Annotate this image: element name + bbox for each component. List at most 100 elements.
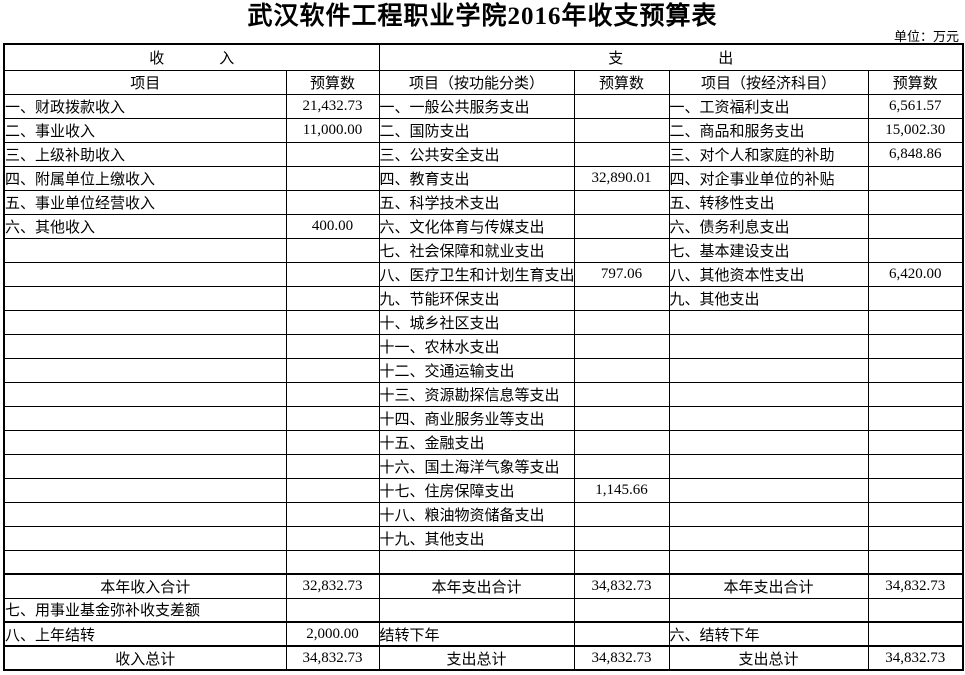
page-title: 武汉软件工程职业学院2016年收支预算表 xyxy=(247,3,718,30)
economic-amount-cell xyxy=(867,285,964,311)
table-row: 本年收入合计 32,832.73 本年支出合计 34,832.73 本年支出合计 34,8… xyxy=(3,573,964,599)
income-amount-cell: 400.00 xyxy=(285,213,380,239)
income-item-cell xyxy=(3,261,287,287)
function-amount-cell xyxy=(573,621,670,647)
income-amount-cell xyxy=(285,237,380,263)
function-amount-cell xyxy=(573,429,670,455)
income-item-cell xyxy=(3,477,287,503)
table-row: 九、节能环保支出 九、其他支出 xyxy=(3,285,964,311)
function-amount-cell xyxy=(573,237,670,263)
income-amount-cell xyxy=(285,357,380,383)
column-header-row: 项目 预算数 项目（按功能分类） 预算数 项目（按经济科目） 预算数 xyxy=(3,69,964,95)
table-row: 十一、农林水支出 xyxy=(3,333,964,359)
table-row: 二、事业收入 11,000.00 二、国防支出 二、商品和服务支出 15,002.30 xyxy=(3,117,964,143)
economic-item-cell: 六、债务利息支出 xyxy=(668,213,869,239)
economic-amount-cell xyxy=(867,501,964,527)
function-amount-cell xyxy=(573,381,670,407)
table-row: 六、其他收入 400.00 六、文化体育与传媒支出 六、债务利息支出 xyxy=(3,213,964,239)
function-amount-cell: 34,832.73 xyxy=(573,573,670,599)
economic-amount-cell xyxy=(867,525,964,551)
income-amount-cell xyxy=(285,405,380,431)
income-item-cell xyxy=(3,309,287,335)
economic-amount-cell xyxy=(867,621,964,647)
economic-amount-cell xyxy=(867,429,964,455)
function-amount-cell xyxy=(573,309,670,335)
income-amount-cell: 21,432.73 xyxy=(285,93,380,119)
income-item-cell: 七、用事业基金弥补收支差额 xyxy=(3,597,287,623)
function-amount-cell xyxy=(573,93,670,119)
function-amount-cell xyxy=(573,117,670,143)
economic-amount-cell xyxy=(867,597,964,623)
table-row: 十二、交通运输支出 xyxy=(3,357,964,383)
function-item-cell: 二、国防支出 xyxy=(378,117,575,143)
income-item-cell xyxy=(3,525,287,551)
income-amount-cell: 11,000.00 xyxy=(285,117,380,143)
function-item-cell: 六、文化体育与传媒支出 xyxy=(378,213,575,239)
economic-item-cell: 六、结转下年 xyxy=(668,621,869,647)
table-row: 十九、其他支出 xyxy=(3,525,964,551)
income-item-cell xyxy=(3,333,287,359)
economic-amount-cell xyxy=(867,213,964,239)
table-row: 十四、商业服务业等支出 xyxy=(3,405,964,431)
function-item-cell: 九、节能环保支出 xyxy=(378,285,575,311)
function-item-cell: 十六、国土海洋气象等支出 xyxy=(378,453,575,479)
economic-amount-cell: 6,848.86 xyxy=(867,141,964,167)
economic-item-cell xyxy=(668,429,869,455)
function-item-cell: 十五、金融支出 xyxy=(378,429,575,455)
income-item-cell: 一、财政拨款收入 xyxy=(3,93,287,119)
table-row: 十七、住房保障支出 1,145.66 xyxy=(3,477,964,503)
income-item-cell xyxy=(3,357,287,383)
column-header-function-amount: 预算数 xyxy=(573,69,670,95)
income-amount-cell xyxy=(285,333,380,359)
table-row: 十八、粮油物资储备支出 xyxy=(3,501,964,527)
table-body: 一、财政拨款收入 21,432.73 一、一般公共服务支出 一、工资福利支出 6,561… xyxy=(3,93,964,671)
function-amount-cell: 34,832.73 xyxy=(573,645,670,671)
economic-amount-cell: 15,002.30 xyxy=(867,117,964,143)
column-header-income-item: 项目 xyxy=(3,69,287,95)
income-amount-cell xyxy=(285,141,380,167)
income-amount-cell xyxy=(285,453,380,479)
economic-amount-cell xyxy=(867,405,964,431)
income-item-cell: 本年收入合计 xyxy=(3,573,287,599)
income-amount-cell xyxy=(285,501,380,527)
economic-item-cell xyxy=(668,453,869,479)
income-item-cell xyxy=(3,405,287,431)
economic-item-cell xyxy=(668,405,869,431)
function-amount-cell xyxy=(573,525,670,551)
income-amount-cell xyxy=(285,189,380,215)
economic-amount-cell xyxy=(867,453,964,479)
function-amount-cell xyxy=(573,597,670,623)
function-amount-cell xyxy=(573,189,670,215)
income-item-cell: 八、上年结转 xyxy=(3,621,287,647)
budget-table: 收入 支出 项目 预算数 项目（按功能分类） 预算数 项目（按经济科目） 预算数… xyxy=(3,43,965,671)
function-item-cell: 结转下年 xyxy=(378,621,575,647)
economic-amount-cell xyxy=(867,357,964,383)
income-item-cell: 三、上级补助收入 xyxy=(3,141,287,167)
function-amount-cell xyxy=(573,549,670,575)
income-item-cell: 二、事业收入 xyxy=(3,117,287,143)
economic-item-cell xyxy=(668,501,869,527)
function-item-cell xyxy=(378,549,575,575)
expenditure-group-header: 支出 xyxy=(378,43,964,71)
table-row: 八、医疗卫生和计划生育支出 797.06 八、其他资本性支出 6,420.00 xyxy=(3,261,964,287)
column-header-function-item: 项目（按功能分类） xyxy=(378,69,575,95)
income-amount-cell: 34,832.73 xyxy=(285,645,380,671)
table-row: 七、用事业基金弥补收支差额 xyxy=(3,597,964,623)
function-amount-cell: 1,145.66 xyxy=(573,477,670,503)
income-amount-cell xyxy=(285,549,380,575)
function-item-cell: 七、社会保障和就业支出 xyxy=(378,237,575,263)
economic-item-cell: 五、转移性支出 xyxy=(668,189,869,215)
economic-item-cell xyxy=(668,597,869,623)
income-item-cell xyxy=(3,381,287,407)
economic-amount-cell xyxy=(867,381,964,407)
income-item-cell: 四、附属单位上缴收入 xyxy=(3,165,287,191)
economic-item-cell: 二、商品和服务支出 xyxy=(668,117,869,143)
economic-item-cell: 三、对个人和家庭的补助 xyxy=(668,141,869,167)
function-amount-cell xyxy=(573,333,670,359)
function-item-cell: 十三、资源勘探信息等支出 xyxy=(378,381,575,407)
function-amount-cell xyxy=(573,501,670,527)
function-item-cell: 十二、交通运输支出 xyxy=(378,357,575,383)
column-header-economic-item: 项目（按经济科目） xyxy=(668,69,869,95)
income-item-cell xyxy=(3,237,287,263)
economic-item-cell xyxy=(668,549,869,575)
